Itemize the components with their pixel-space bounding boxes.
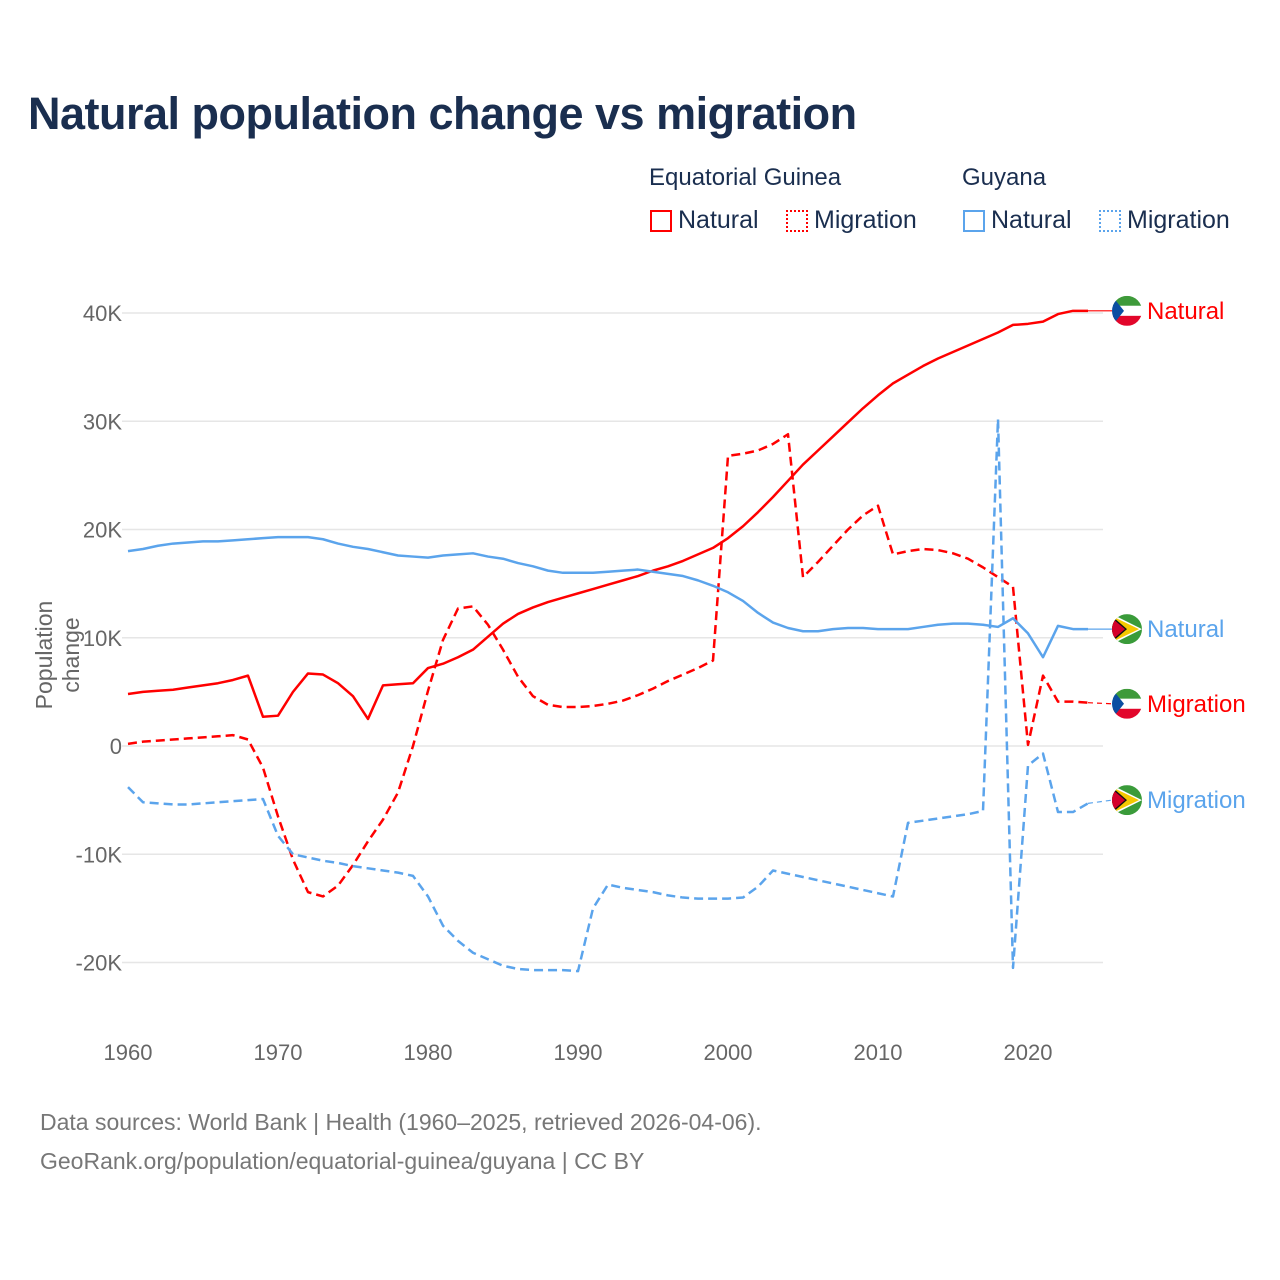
y-tick-label: 40K [83, 301, 122, 326]
end-label-guyana-migration: Migration [1147, 787, 1246, 814]
chart-title: Natural population change vs migration [28, 88, 857, 139]
footer-sources: Data sources: World Bank | Health (1960–… [40, 1109, 762, 1135]
series-tail [1087, 799, 1113, 804]
x-tick-label: 1980 [404, 1040, 453, 1065]
footer-link[interactable]: GeoRank.org/population/equatorial-guinea… [40, 1148, 645, 1174]
legend-label: Migration [1127, 206, 1230, 234]
y-tick-label: -10K [76, 842, 123, 867]
end-label-guyana-natural: Natural [1147, 616, 1224, 643]
legend-item-guyana-migration[interactable]: Migration [1099, 206, 1230, 235]
legend-group-equatorial-guinea: Equatorial Guinea [649, 164, 842, 191]
legend-swatch-solid-blue [963, 209, 985, 232]
x-tick-label: 2010 [854, 1040, 903, 1065]
series-line-guyana-natural [127, 535, 1088, 659]
legend-item-guyana-natural[interactable]: Natural [963, 206, 1072, 235]
equatorial-guinea-flag-icon [1112, 295, 1142, 326]
series-tail [1087, 702, 1113, 705]
series-line-equatorial-guinea-natural [127, 309, 1088, 721]
x-tick-label: 1960 [104, 1040, 153, 1065]
y-tick-label: 30K [83, 409, 122, 434]
legend-swatch-dotted-red [786, 209, 808, 232]
y-tick-label: 20K [83, 518, 122, 543]
legend-item-eg-migration[interactable]: Migration [786, 206, 917, 235]
legend-label: Natural [991, 206, 1072, 234]
guyana-flag-icon [1112, 785, 1142, 816]
legend-swatch-solid-red [650, 209, 672, 232]
legend-label: Migration [814, 206, 917, 234]
x-tick-label: 1970 [254, 1040, 303, 1065]
x-tick-label: 1990 [554, 1040, 603, 1065]
legend-swatch-dotted-blue [1099, 209, 1121, 232]
end-label-equatorial-guinea-migration: Migration [1147, 691, 1246, 718]
legend-label: Natural [678, 206, 759, 234]
end-label-equatorial-guinea-natural: Natural [1147, 298, 1224, 325]
legend-group-guyana: Guyana [962, 164, 1047, 191]
series-line-equatorial-guinea-migration [127, 432, 1089, 898]
y-tick-label: 0 [110, 734, 122, 759]
x-tick-label: 2000 [704, 1040, 753, 1065]
y-tick-label: 10K [83, 626, 122, 651]
guyana-flag-icon [1112, 614, 1142, 645]
x-tick-label: 2020 [1004, 1040, 1053, 1065]
legend-item-eg-natural[interactable]: Natural [650, 206, 759, 235]
y-tick-label: -20K [76, 951, 123, 976]
equatorial-guinea-flag-icon [1112, 688, 1142, 719]
series-line-guyana-migration [127, 417, 1089, 973]
